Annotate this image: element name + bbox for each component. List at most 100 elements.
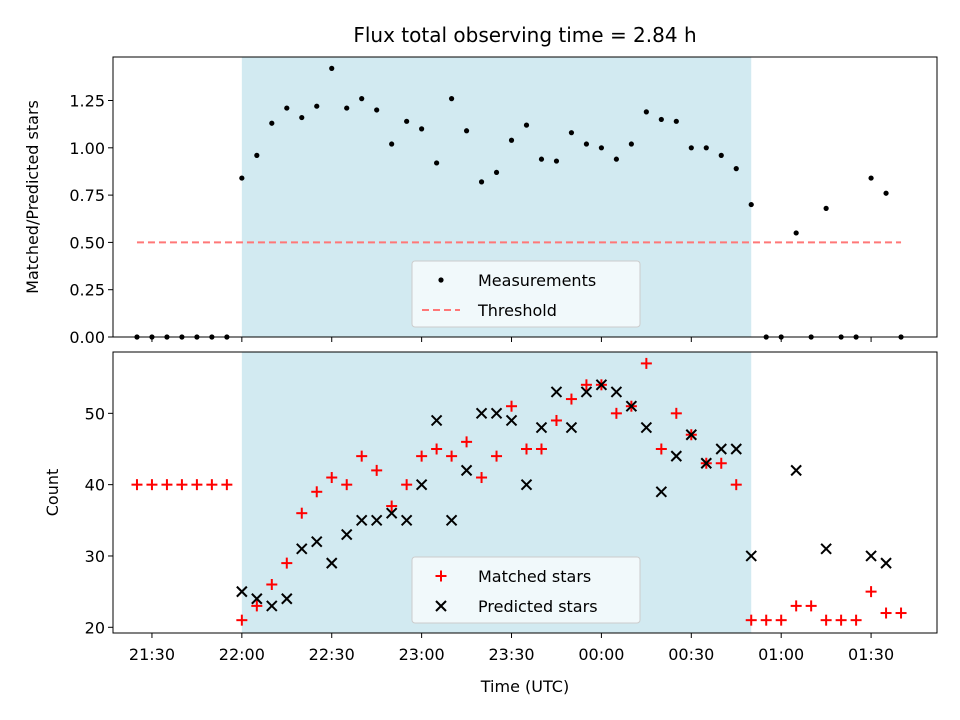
top-y-tick-label: 0.00 (69, 328, 105, 347)
measurement-point (389, 141, 395, 147)
predicted-star-point (610, 386, 623, 398)
measurement-point (793, 230, 799, 236)
predicted-star-point (281, 593, 293, 605)
predicted-star-point (505, 414, 518, 427)
predicted-star-point (341, 528, 353, 541)
bottom-x-tick-label: 01:30 (848, 645, 894, 664)
predicted-star-point (565, 421, 578, 434)
predicted-star-point (625, 400, 638, 412)
predicted-star-point (535, 421, 548, 434)
measurement-point (254, 152, 260, 158)
matched-star-point (835, 614, 847, 626)
bottom-y-axis-label: Count (43, 469, 62, 517)
predicted-star-point (430, 414, 443, 427)
top-y-ticks: 0.00 0.25 0.50 0.75 1.00 1.25 (69, 92, 113, 347)
predicted-star-point (400, 514, 413, 527)
bottom-x-tick-label: 23:00 (399, 645, 445, 664)
measurement-point (314, 103, 320, 109)
top-x-ticks (151, 337, 872, 342)
matched-star-point (296, 507, 308, 519)
legend-marker-measurements (438, 277, 444, 283)
matched-star-point (865, 586, 877, 598)
matched-star-point (895, 607, 907, 619)
measurement-point (359, 96, 365, 102)
predicted-star-point (370, 514, 383, 527)
measurement-point (568, 130, 575, 136)
matched-star-point (775, 614, 787, 626)
measurement-point (344, 105, 350, 111)
measurement-point (269, 120, 275, 126)
bottom-y-tick-label: 30 (85, 547, 105, 566)
bottom-x-tick-label: 21:30 (129, 645, 175, 664)
matched-star-point (535, 443, 547, 455)
bottom-y-tick-label: 40 (85, 476, 105, 495)
matched-star-point (266, 579, 278, 591)
bottom-y-tick-label: 20 (85, 618, 105, 637)
measurement-point (448, 96, 455, 102)
bottom-y-tick-label: 50 (85, 404, 105, 423)
matched-star-point (251, 600, 263, 612)
measurement-point (299, 114, 305, 121)
matched-star-point (281, 557, 293, 569)
matched-star-point (550, 414, 562, 426)
predicted-star-point (820, 543, 832, 555)
measurement-point (239, 175, 245, 181)
matched-star-point (670, 407, 682, 419)
measurement-point (478, 179, 485, 185)
top-chart-title: Flux total observing time = 2.84 h (353, 23, 696, 47)
legend-x-glyph (435, 600, 447, 612)
measurement-point (748, 201, 754, 208)
predicted-star-point (880, 557, 892, 569)
measurement-point (643, 109, 649, 115)
predicted-star-point (685, 429, 698, 441)
matched-star-point (610, 407, 622, 419)
legend-marker-predicted-stars (435, 600, 447, 612)
measurement-point (508, 137, 515, 143)
bottom-x-tick-label: 01:00 (758, 645, 804, 664)
top-legend-box (411, 260, 641, 328)
measurement-point (404, 118, 410, 124)
matched-star-point (341, 479, 353, 491)
top-panel: 0.00 0.25 0.50 0.75 1.00 1.25 Flux total obse… (23, 23, 938, 347)
top-y-tick-label: 0.50 (69, 233, 105, 252)
top-y-tick-label: 1.25 (69, 92, 105, 111)
matched-star-point (431, 443, 443, 455)
bottom-x-tick-label: 22:00 (219, 645, 265, 664)
top-axes-frame (112, 56, 938, 338)
matched-star-point (880, 607, 892, 619)
matched-star-point (580, 379, 592, 391)
measurement-point (733, 166, 739, 172)
matched-star-point (176, 479, 188, 491)
predicted-star-point (865, 550, 877, 562)
matched-star-point (715, 457, 727, 469)
predicted-star-point (460, 464, 473, 477)
measurement-point (329, 65, 335, 71)
measurement-point (823, 205, 829, 211)
predicted-star-point (355, 514, 368, 527)
measurement-point (553, 158, 560, 164)
bottom-y-ticks: 20 30 40 50 (85, 404, 113, 637)
bottom-legend-box (411, 556, 641, 624)
predicted-star-point (595, 379, 608, 391)
matched-star-point (191, 479, 203, 491)
bottom-x-tick-label: 23:30 (488, 645, 534, 664)
measurement-point (673, 118, 679, 124)
predicted-star-point (311, 536, 323, 548)
predicted-star-point (580, 386, 593, 398)
top-y-tick-label: 0.25 (69, 281, 105, 300)
predicted-star-point (700, 457, 712, 469)
legend-marker-matched-stars (435, 570, 447, 582)
predicted-stars-points (236, 379, 892, 612)
top-legend: Measurements Threshold (411, 260, 641, 328)
matched-star-point (416, 450, 428, 462)
predicted-star-point (640, 421, 653, 434)
measurement-point (628, 141, 634, 147)
bottom-x-tick-label: 00:00 (578, 645, 624, 664)
matched-star-point (311, 486, 323, 498)
matched-star-point (236, 614, 248, 626)
measurement-point (658, 116, 664, 123)
bottom-axes-frame (112, 351, 938, 634)
legend-plus-glyph (435, 570, 447, 582)
measurement-point (883, 190, 889, 196)
